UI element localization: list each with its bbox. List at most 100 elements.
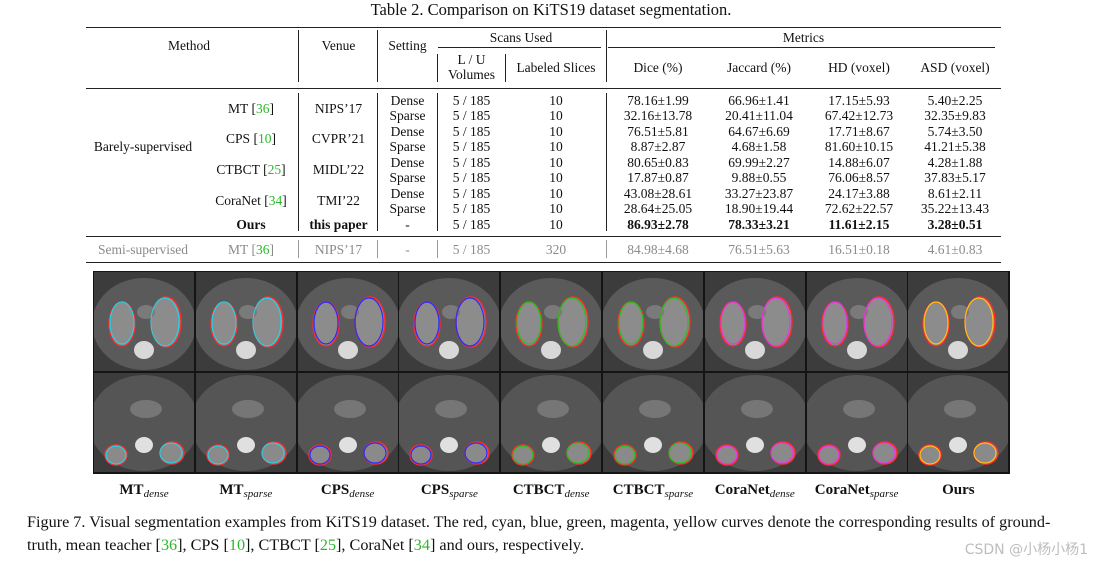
jaccard-cell: 69.99±2.27	[728, 155, 790, 170]
semi-slices: 320	[545, 242, 567, 257]
method-name: CPS [10]	[226, 131, 276, 146]
figure-column-label-base: Ours	[942, 482, 975, 498]
hd-cell: 76.06±8.57	[828, 170, 890, 185]
group-barely-supervised: Barely-supervised	[93, 139, 193, 154]
venue-cell: NIPS’17	[314, 101, 363, 116]
header-bottom-rule	[86, 88, 1001, 89]
ct-scan-tile	[195, 272, 296, 371]
scans-used-rule	[438, 47, 601, 48]
ct-scan-image	[501, 373, 602, 472]
jaccard-cell: 9.88±0.55	[731, 170, 787, 185]
hd-cell: 17.15±5.93	[828, 93, 890, 108]
venue-cell: TMI’22	[317, 193, 360, 208]
dice-cell: 8.87±2.87	[630, 139, 686, 154]
ct-scan-image	[908, 373, 1009, 472]
header-lu-line2: Volumes	[447, 67, 495, 82]
figure-column-label: MTdense	[93, 482, 195, 500]
dice-cell: 76.51±5.81	[627, 124, 689, 139]
vrule-10	[298, 240, 299, 258]
ct-scan-image	[399, 373, 500, 472]
vrule-4	[505, 54, 506, 82]
figure-column-label-base: MT	[219, 482, 244, 498]
figure-column-label: CPSdense	[297, 482, 399, 500]
ct-scan-image	[603, 272, 703, 371]
figure-column-label-base: MT	[119, 482, 144, 498]
ct-scan-image	[195, 272, 296, 371]
vrule-12	[437, 240, 438, 258]
lu-cell: 5 / 185	[452, 93, 491, 108]
ct-scan-tile	[603, 373, 703, 472]
header-metrics: Metrics	[782, 30, 825, 45]
slices-cell: 10	[549, 201, 563, 216]
semi-lu: 5 / 185	[452, 242, 491, 257]
hd-cell: 72.62±22.57	[824, 201, 894, 216]
setting-cell: Dense	[390, 155, 425, 170]
ct-scan-tile	[501, 272, 602, 371]
ct-scan-tile	[399, 272, 500, 371]
ct-scan-image	[806, 373, 907, 472]
asd-cell: 41.21±5.38	[924, 139, 986, 154]
ct-scan-tile	[908, 272, 1009, 371]
hd-cell: 14.88±6.07	[828, 155, 890, 170]
figure-column-label: CTBCTdense	[500, 482, 602, 500]
figure-column-label-sub: dense	[564, 488, 590, 500]
ct-scan-image	[704, 373, 805, 472]
semi-setting: -	[405, 242, 410, 257]
asd-cell: 32.35±9.83	[924, 108, 986, 123]
dice-cell-ours: 86.93±2.78	[627, 217, 689, 232]
vrule-11	[377, 240, 378, 258]
venue-cell: MIDL’22	[312, 162, 365, 177]
table-caption: Table 2. Comparison on KiTS19 dataset se…	[370, 0, 732, 19]
vrule-2	[377, 30, 378, 82]
ct-scan-image	[195, 373, 296, 472]
figure-column-label: CPSsparse	[398, 482, 500, 500]
figure-column-label-sub: sparse	[243, 488, 273, 500]
semi-method: MT [36]	[228, 242, 274, 257]
dice-cell: 28.64±25.05	[623, 201, 693, 216]
figure-column-label-sub: dense	[349, 488, 375, 500]
ct-scan-tile	[94, 373, 194, 472]
ct-scan-tile	[704, 272, 805, 371]
ct-scan-image	[297, 373, 398, 472]
vrule-1	[298, 30, 299, 82]
header-venue: Venue	[321, 38, 356, 53]
ct-scan-tile	[704, 373, 805, 472]
ct-scan-image	[399, 272, 500, 371]
vrule-13	[606, 240, 607, 258]
jaccard-cell: 18.90±19.44	[724, 201, 794, 216]
vrule-6	[298, 93, 299, 231]
lu-cell: 5 / 185	[452, 124, 491, 139]
semi-asd: 4.61±0.83	[927, 242, 983, 257]
ct-scan-tile	[806, 373, 907, 472]
vrule-8	[437, 93, 438, 231]
figure-column-label: CoraNetdense	[704, 482, 806, 500]
slices-cell: 10	[549, 124, 563, 139]
ct-scan-tile	[94, 272, 194, 371]
header-scans-used: Scans Used	[489, 30, 553, 45]
asd-cell: 5.74±3.50	[927, 124, 983, 139]
ct-scan-tile	[297, 272, 398, 371]
figure-column-label-base: CoraNet	[814, 482, 870, 498]
header-hd: HD (voxel)	[828, 60, 890, 75]
lu-cell: 5 / 185	[452, 170, 491, 185]
ct-scan-image	[603, 373, 703, 472]
semi-jaccard: 76.51±5.63	[728, 242, 790, 257]
jaccard-cell: 20.41±11.04	[725, 108, 793, 123]
ct-scan-tile	[399, 373, 500, 472]
setting-cell: Sparse	[389, 108, 426, 123]
dice-cell: 80.65±0.83	[627, 155, 689, 170]
table-bottom-rule	[86, 262, 1001, 263]
header-asd: ASD (voxel)	[920, 60, 990, 75]
header-dice: Dice (%)	[633, 60, 683, 75]
slices-cell: 10	[549, 155, 563, 170]
figure-column-label-sub: dense	[769, 488, 795, 500]
watermark: CSDN @小杨小杨1	[964, 542, 1088, 558]
ct-scan-image	[704, 272, 805, 371]
ct-scan-tile	[195, 373, 296, 472]
group-semi-supervised: Semi-supervised	[98, 242, 188, 257]
semi-hd: 16.51±0.18	[828, 242, 890, 257]
setting-cell-ours: -	[405, 217, 410, 232]
dice-cell: 17.87±0.87	[627, 170, 689, 185]
asd-cell: 37.83±5.17	[924, 170, 986, 185]
dice-cell: 78.16±1.99	[627, 93, 689, 108]
